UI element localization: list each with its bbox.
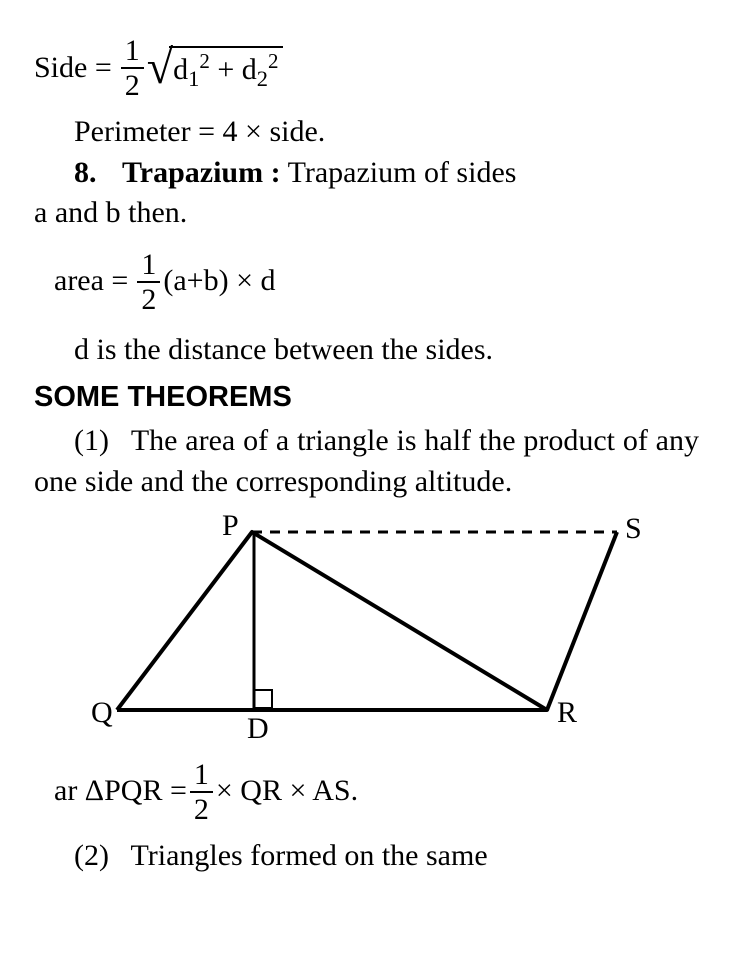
area-frac: 1 2 (137, 248, 160, 316)
section-heading: SOME THEOREMS (34, 378, 699, 417)
ar-lhs: ar ΔPQR = (54, 771, 187, 812)
d2-sub: 2 (257, 66, 268, 91)
label-Q: Q (91, 696, 113, 729)
frac-num: 1 (121, 34, 144, 69)
d2-sq: 2 (268, 49, 279, 73)
label-P: P (222, 510, 239, 542)
ar-den: 2 (190, 793, 213, 826)
d1: d (173, 53, 188, 86)
item8-title: Trapazium : (122, 156, 281, 189)
label-R: R (557, 696, 577, 729)
th2-text: Triangles formed on the same (130, 839, 487, 872)
area-rhs: (a+b) × d (163, 261, 275, 302)
perimeter-line: Perimeter = 4 × side. (34, 112, 699, 153)
sqrt: √ d12 + d22 (147, 46, 283, 91)
formula-side: Side = 1 2 √ d12 + d22 (34, 34, 699, 102)
d2: d (242, 53, 257, 86)
item8-num: 8. (74, 156, 97, 189)
area-lhs: area = (54, 261, 128, 302)
triangle-figure: P S Q D R (87, 510, 647, 752)
d1-sub: 1 (188, 66, 199, 91)
item-8: 8. Trapazium : Trapazium of sides (34, 153, 699, 194)
area-den: 2 (137, 283, 160, 316)
ar-rhs: × QR × AS. (216, 771, 358, 812)
d1-sq: 2 (199, 49, 210, 73)
plus: + (210, 53, 242, 86)
area-num: 1 (137, 248, 160, 283)
formula-area: area = 1 2 (a+b) × d (54, 248, 699, 316)
theorem-1: (1) The area of a triangle is half the p… (34, 421, 699, 502)
frac-den: 2 (121, 69, 144, 102)
th1-text: The area of a triangle is half the produ… (34, 424, 699, 498)
half-frac: 1 2 (121, 34, 144, 102)
side-lhs: Side = (34, 48, 112, 89)
theorem-2: (2) Triangles formed on the same (34, 836, 699, 877)
formula-ar: ar ΔPQR = 1 2 × QR × AS. (54, 758, 699, 826)
ar-num: 1 (190, 758, 213, 793)
sqrt-body: d12 + d22 (169, 46, 282, 91)
label-D: D (247, 712, 269, 740)
th2-num: (2) (74, 839, 109, 872)
label-S: S (625, 512, 642, 545)
item8-tail: Trapazium of sides (281, 156, 517, 189)
th1-num: (1) (74, 424, 109, 457)
item8-line2: a and b then. (34, 193, 699, 234)
d-note: d is the distance between the sides. (34, 330, 699, 371)
ar-frac: 1 2 (190, 758, 213, 826)
